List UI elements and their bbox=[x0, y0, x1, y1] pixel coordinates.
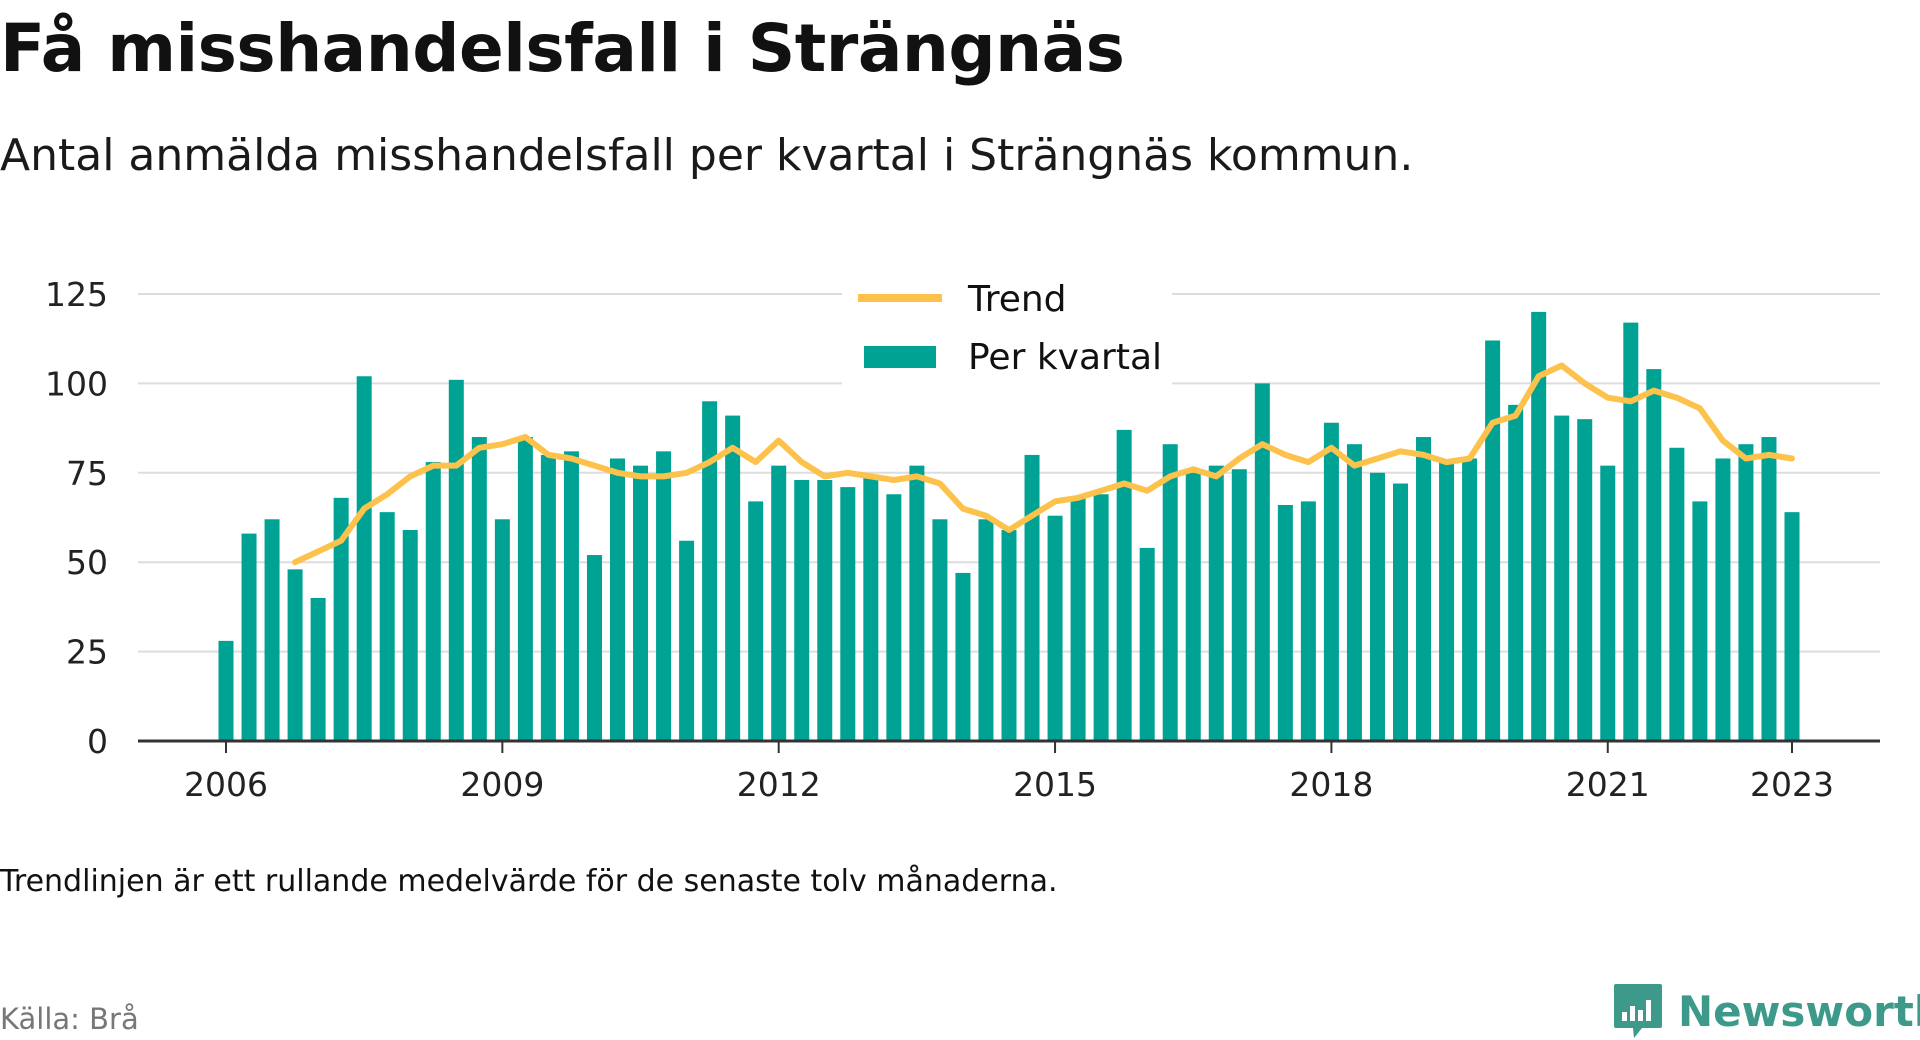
y-tick-label: 25 bbox=[66, 633, 108, 672]
bar-per-kvartal bbox=[471, 437, 487, 741]
bar-per-kvartal bbox=[1646, 369, 1662, 741]
bar-per-kvartal bbox=[1669, 447, 1685, 741]
bar-per-kvartal bbox=[1116, 429, 1132, 741]
newsworthy-logo-text: Newsworthy bbox=[1678, 986, 1920, 1036]
y-tick-label: 100 bbox=[45, 364, 108, 403]
bar-per-kvartal bbox=[978, 519, 994, 741]
bar-per-kvartal bbox=[1139, 547, 1155, 741]
x-tick-label: 2018 bbox=[1289, 765, 1373, 804]
chart: 0 25 50 75 100 125 2006 2009 2012 2015 2018 2021 202… bbox=[45, 275, 1880, 804]
bar-per-kvartal bbox=[402, 530, 418, 741]
bar-per-kvartal bbox=[1784, 512, 1800, 741]
bar-per-kvartal bbox=[1623, 322, 1639, 741]
bar-per-kvartal bbox=[1277, 504, 1293, 741]
chart-title: Få misshandelsfall i Strängnäs bbox=[0, 10, 1125, 87]
bar-per-kvartal bbox=[1001, 530, 1017, 741]
bar-per-kvartal bbox=[817, 479, 833, 741]
newsworthy-logo-icon bbox=[1614, 984, 1662, 1038]
bar-per-kvartal bbox=[287, 569, 303, 741]
bar-per-kvartal bbox=[1093, 494, 1109, 741]
y-tick-label: 125 bbox=[45, 275, 108, 314]
bar-per-kvartal bbox=[1761, 437, 1777, 741]
bar-per-kvartal bbox=[840, 487, 856, 741]
bar-per-kvartal bbox=[656, 451, 672, 741]
bar-per-kvartal bbox=[633, 465, 649, 741]
bar-per-kvartal bbox=[909, 465, 925, 741]
bar-per-kvartal bbox=[1070, 497, 1086, 741]
legend-per-kvartal-label: Per kvartal bbox=[968, 337, 1162, 378]
bar-per-kvartal bbox=[1508, 404, 1524, 741]
bar-per-kvartal bbox=[863, 476, 879, 741]
legend-per-kvartal-swatch bbox=[864, 346, 936, 368]
bar-per-kvartal bbox=[1162, 444, 1178, 741]
bar-per-kvartal bbox=[1738, 444, 1754, 741]
y-tick-label: 50 bbox=[66, 543, 108, 582]
bar-per-kvartal bbox=[679, 540, 695, 741]
bar-per-kvartal bbox=[886, 494, 902, 741]
bar-per-kvartal bbox=[1577, 419, 1593, 741]
bar-per-kvartal bbox=[1416, 437, 1432, 741]
bar-per-kvartal bbox=[356, 376, 372, 741]
bar-per-kvartal bbox=[218, 640, 234, 741]
bar-per-kvartal bbox=[1369, 472, 1385, 741]
source-label: Källa: Brå bbox=[0, 1002, 139, 1036]
bar-per-kvartal bbox=[1047, 515, 1063, 741]
bar-per-kvartal bbox=[932, 519, 948, 741]
y-tick-label: 0 bbox=[87, 722, 108, 761]
trend-line bbox=[292, 362, 1795, 566]
bar-per-kvartal bbox=[1254, 383, 1270, 741]
bar-per-kvartal bbox=[563, 451, 579, 741]
x-tick-label: 2015 bbox=[1013, 765, 1097, 804]
y-tick-label: 75 bbox=[66, 454, 108, 493]
bar-per-kvartal bbox=[241, 533, 257, 741]
bar-per-kvartal bbox=[517, 437, 533, 741]
x-tick-label: 2023 bbox=[1750, 765, 1834, 804]
x-tick-label: 2021 bbox=[1566, 765, 1650, 804]
bar-per-kvartal bbox=[794, 479, 810, 741]
bar-per-kvartal bbox=[494, 519, 510, 741]
bar-per-kvartal bbox=[1462, 458, 1478, 741]
bar-per-kvartal bbox=[610, 458, 625, 741]
x-tick-label: 2012 bbox=[737, 765, 821, 804]
bar-per-kvartal bbox=[702, 401, 718, 741]
bar-per-kvartal bbox=[586, 555, 602, 741]
bar-per-kvartal bbox=[1231, 469, 1247, 741]
chart-note: Trendlinjen är ett rullande medelvärde f… bbox=[0, 864, 1058, 899]
axes: 0 25 50 75 100 125 2006 2009 2012 2015 2018 2021 202… bbox=[45, 275, 1880, 804]
x-tick-label: 2009 bbox=[460, 765, 544, 804]
bar-per-kvartal bbox=[1715, 458, 1731, 741]
bar-per-kvartal bbox=[748, 501, 764, 741]
bar-per-kvartal bbox=[1531, 311, 1547, 741]
line-series-trend bbox=[292, 362, 1795, 566]
x-tick-label: 2006 bbox=[184, 765, 268, 804]
bar-per-kvartal bbox=[1600, 465, 1616, 741]
bar-per-kvartal bbox=[1024, 454, 1040, 741]
bar-per-kvartal bbox=[955, 572, 971, 741]
bar-per-kvartal bbox=[1554, 415, 1570, 741]
bar-per-kvartal bbox=[1485, 340, 1501, 741]
bar-per-kvartal bbox=[1346, 444, 1362, 741]
legend: Trend Per kvartal bbox=[842, 279, 1172, 390]
bar-per-kvartal bbox=[379, 512, 395, 741]
newsworthy-logo: Newsworthy bbox=[1612, 982, 1920, 1040]
bar-per-kvartal bbox=[448, 379, 464, 741]
bar-per-kvartal bbox=[1393, 483, 1408, 741]
chart-subtitle: Antal anmälda misshandelsfall per kvarta… bbox=[0, 130, 1414, 181]
bar-per-kvartal bbox=[1208, 465, 1224, 741]
bar-per-kvartal bbox=[425, 462, 441, 741]
bar-per-kvartal bbox=[310, 597, 326, 741]
bar-per-kvartal bbox=[725, 415, 741, 741]
bar-per-kvartal bbox=[540, 454, 556, 741]
bar-per-kvartal bbox=[771, 465, 787, 741]
bar-per-kvartal bbox=[1185, 472, 1201, 741]
bar-series-per-kvartal bbox=[218, 311, 1800, 741]
bar-per-kvartal bbox=[1439, 462, 1455, 741]
bar-per-kvartal bbox=[333, 497, 349, 741]
bar-per-kvartal bbox=[264, 519, 280, 741]
bar-per-kvartal bbox=[1300, 501, 1316, 741]
legend-trend-label: Trend bbox=[967, 279, 1067, 320]
bar-per-kvartal bbox=[1323, 422, 1339, 741]
bar-per-kvartal bbox=[1692, 501, 1708, 741]
